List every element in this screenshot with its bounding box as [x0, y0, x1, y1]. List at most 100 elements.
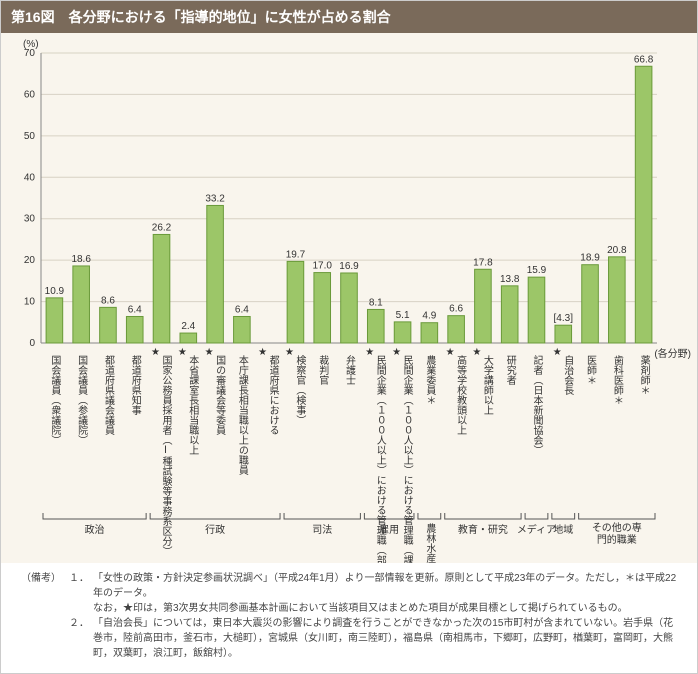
bar-value: 4.9: [422, 311, 436, 322]
svg-text:(%): (%): [23, 39, 39, 50]
group-label: 農林水産業: [424, 522, 436, 563]
svg-text:10: 10: [24, 297, 36, 308]
x-axis-label: 本省課室長相当職以上: [187, 354, 199, 455]
bar: [394, 322, 411, 343]
figure-title: 第16図 各分野における「指導的地位」に女性が占める割合: [1, 1, 697, 33]
bar: [555, 325, 572, 343]
bar-value: [4.3]: [554, 313, 574, 324]
bar: [341, 273, 358, 343]
bar: [180, 333, 197, 343]
figure-container: 第16図 各分野における「指導的地位」に女性が占める割合 0 10 20 30 40 50…: [0, 0, 698, 674]
bar: [126, 316, 143, 343]
svg-text:★: ★: [178, 347, 187, 358]
svg-text:★: ★: [392, 347, 401, 358]
svg-text:★: ★: [258, 347, 267, 358]
bar-value: 6.4: [128, 304, 142, 315]
bar: [153, 234, 170, 343]
bar: [46, 298, 63, 343]
svg-text:0: 0: [29, 338, 35, 349]
bar-value: 17.8: [473, 257, 493, 268]
svg-text:30: 30: [24, 214, 36, 225]
bar: [448, 316, 465, 343]
bar-value: 8.1: [369, 297, 383, 308]
footnote-row: （備考）１．「女性の政策・方針決定参画状況調べ」（平成24年1月）より一部情報を…: [21, 571, 677, 616]
x-axis-label: 都道府県議会議員: [102, 355, 114, 436]
bar-value: 18.9: [580, 253, 600, 264]
bar: [367, 309, 384, 343]
bar-value: 19.7: [286, 249, 306, 260]
svg-text:★: ★: [285, 347, 294, 358]
bar: [287, 261, 304, 343]
bar: [501, 286, 518, 343]
x-axis-label: 都道府県における: [267, 355, 279, 435]
bar-chart: 010203040506070(%)(各分野)10.9国会議員（衆議院）18.6…: [1, 33, 697, 563]
group-label: 雇用: [379, 523, 399, 536]
chart-area: 010203040506070(%)(各分野)10.9国会議員（衆議院）18.6…: [1, 33, 697, 563]
x-axis-label: 薬剤師＊: [638, 355, 650, 395]
x-axis-label: 本庁課長相当職以上の職員: [236, 354, 248, 476]
x-axis-label: 民間企業（１００人以上）における管理職（課長相当職）: [401, 355, 413, 563]
x-axis-label: 裁判官: [317, 354, 329, 386]
x-axis-label: 歯科医師＊: [611, 354, 623, 405]
bar-value: 18.6: [71, 254, 91, 265]
svg-text:★: ★: [446, 347, 455, 358]
bar: [73, 266, 90, 343]
x-axis-label: 高等学校教頭以上: [455, 354, 467, 435]
bar-value: 10.9: [45, 286, 65, 297]
bar-value: 13.8: [500, 274, 520, 285]
bar: [421, 323, 438, 343]
bar-value: 66.8: [634, 54, 654, 65]
svg-text:50: 50: [24, 131, 36, 142]
footnotes: （備考）１．「女性の政策・方針決定参画状況調べ」（平成24年1月）より一部情報を…: [1, 563, 697, 673]
x-axis-label: 記者（日本新聞協会）: [531, 354, 543, 455]
svg-text:★: ★: [151, 347, 160, 358]
svg-text:40: 40: [24, 172, 36, 183]
x-axis-label: 国の審議会等委員: [214, 355, 226, 436]
bar-value: 17.0: [312, 261, 332, 272]
bar: [528, 277, 545, 343]
bar: [100, 307, 117, 343]
bar-value: 6.6: [449, 304, 463, 315]
x-axis-label: 大学講師以上: [481, 354, 493, 415]
bar-value: 5.1: [396, 310, 410, 321]
svg-text:(各分野): (各分野): [654, 347, 691, 360]
svg-text:★: ★: [472, 347, 481, 358]
bar-value: 33.2: [205, 193, 225, 204]
x-axis-label: 医師＊: [585, 355, 597, 385]
bar: [635, 66, 652, 343]
x-axis-label: 検察官（検事）: [294, 354, 306, 425]
svg-text:★: ★: [365, 347, 374, 358]
svg-text:★: ★: [205, 347, 214, 358]
bar: [609, 257, 626, 343]
group-label: 司法: [312, 523, 332, 536]
group-label: メディア: [517, 523, 556, 536]
bar-value: 15.9: [527, 265, 547, 276]
svg-text:20: 20: [24, 255, 36, 266]
footnote-row: ２．「自治会長」については，東日本大震災の影響により調査を行うことができなかった…: [21, 616, 677, 661]
bar-value: 26.2: [152, 222, 172, 233]
group-label: 政治: [85, 523, 105, 536]
x-axis-label: 弁護士: [344, 354, 356, 385]
bar: [582, 265, 599, 343]
svg-text:60: 60: [24, 89, 36, 100]
x-axis-label: 国会議員（衆議院）: [49, 355, 61, 445]
bar-value: 16.9: [339, 261, 359, 272]
group-label: 行政: [205, 523, 225, 536]
svg-text:門的職業: 門的職業: [597, 533, 637, 546]
svg-text:その他の専: その他の専: [592, 521, 642, 534]
group-label: 教育・研究: [458, 523, 508, 536]
bar-value: 8.6: [101, 295, 115, 306]
bar: [475, 269, 492, 343]
bar: [207, 205, 224, 343]
svg-text:★: ★: [553, 347, 562, 358]
group-label: 地域: [553, 523, 573, 536]
x-axis-label: 国家公務員採用者（Ⅰ種試験等事務系区分）: [160, 355, 172, 556]
bar: [314, 273, 331, 343]
x-axis-label: 都道府県知事: [129, 355, 141, 415]
bar-value: 20.8: [607, 245, 627, 256]
bar-value: 2.4: [181, 321, 195, 332]
bar: [234, 316, 251, 343]
x-axis-label: 国会議員（参議院）: [76, 355, 88, 445]
x-axis-label: 研究者: [504, 355, 516, 386]
x-axis-label: 自治会長: [562, 354, 574, 396]
